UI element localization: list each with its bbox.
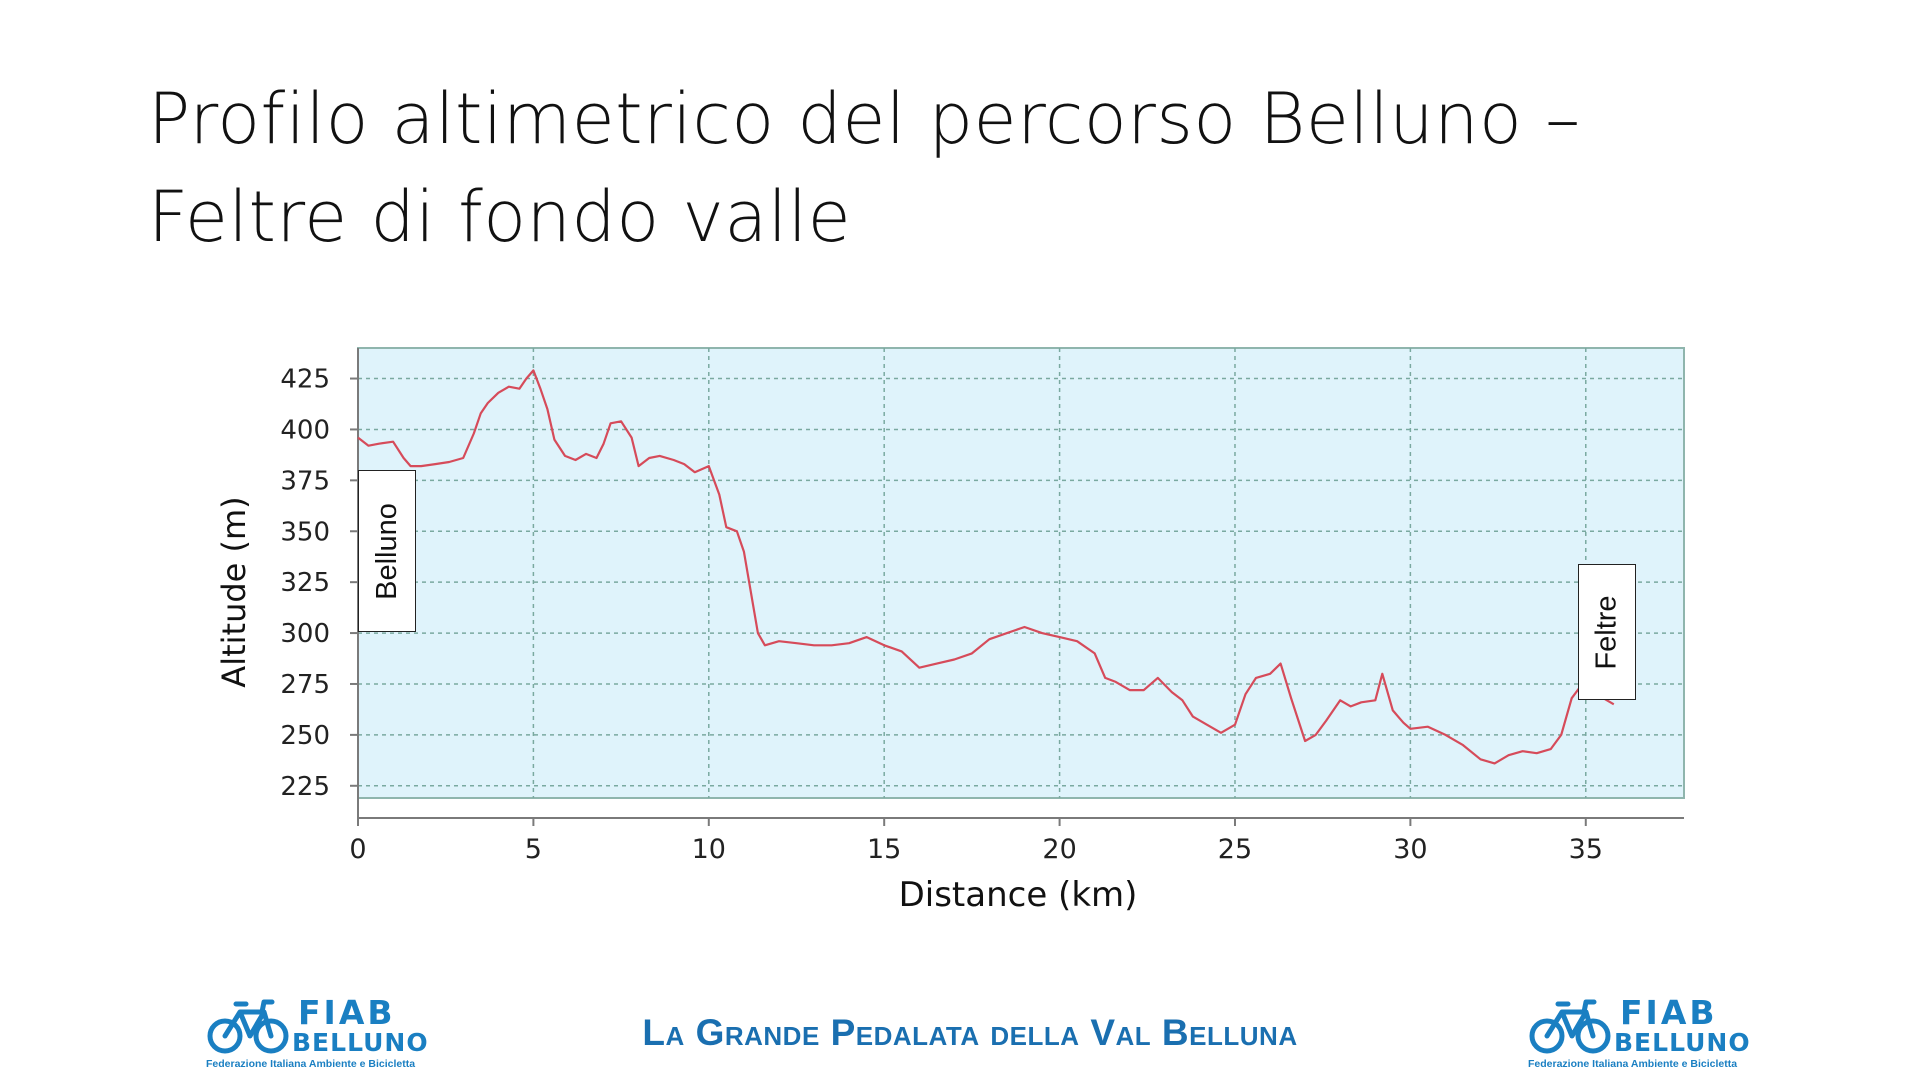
x-tick-label: 10 <box>692 834 726 865</box>
y-tick-label: 325 <box>280 568 330 598</box>
y-tick-label: 225 <box>280 772 330 802</box>
start-location-label: Belluno <box>358 470 416 632</box>
logo-tagline: Federazione Italiana Ambiente e Biciclet… <box>1528 1058 1738 1070</box>
altitude-series-line <box>357 369 1615 765</box>
y-tick-label: 250 <box>280 721 330 751</box>
y-tick-label: 375 <box>280 466 330 496</box>
x-tick-label: 20 <box>1042 834 1076 865</box>
x-tick-label: 5 <box>525 834 542 865</box>
x-tick-label: 15 <box>867 834 901 865</box>
logo-text-belluno: BELLUNO <box>1614 1028 1751 1057</box>
logo-tagline: Federazione Italiana Ambiente e Biciclet… <box>206 1058 416 1070</box>
x-axis-label: Distance (km) <box>899 875 1138 915</box>
fiab-logo-right: FIAB BELLUNO Federazione Italiana Ambien… <box>1528 996 1768 1074</box>
footer-title: La Grande Pedalata della Val Belluna <box>642 1012 1298 1053</box>
x-tick-label: 30 <box>1393 834 1427 865</box>
logo-text-fiab: FIAB <box>1620 993 1718 1032</box>
y-tick-label: 275 <box>280 670 330 700</box>
slide-title: Profilo altimetrico del percorso Belluno… <box>148 78 1581 258</box>
tick-labels: 0 5 10 15 20 25 30 35 225 250 275 300 325 350 375 400 42… <box>280 365 1603 865</box>
y-tick-label: 350 <box>280 517 330 547</box>
logo-text-belluno: BELLUNO <box>292 1028 429 1057</box>
end-location-label: Feltre <box>1578 564 1636 700</box>
end-location-text: Feltre <box>1590 594 1623 670</box>
x-tick-label: 35 <box>1569 834 1603 865</box>
y-tick-label: 400 <box>280 415 330 445</box>
fiab-logo-left: FIAB BELLUNO Federazione Italiana Ambien… <box>206 996 446 1074</box>
bicycle-icon <box>1529 999 1611 1054</box>
y-tick-label: 300 <box>280 619 330 649</box>
logo-text-fiab: FIAB <box>298 993 396 1032</box>
x-tick-label: 25 <box>1218 834 1252 865</box>
y-tick-label: 425 <box>280 365 330 395</box>
x-tick-label: 0 <box>349 834 366 865</box>
bicycle-icon <box>207 999 289 1054</box>
y-axis-label: Altitude (m) <box>215 496 253 687</box>
start-location-text: Belluno <box>370 502 403 600</box>
plot-area <box>357 347 1685 799</box>
